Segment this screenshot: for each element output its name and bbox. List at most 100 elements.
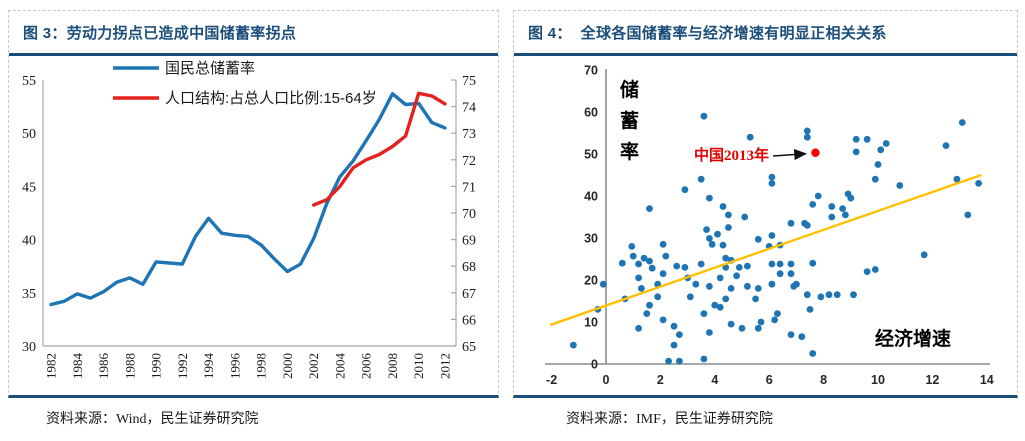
scatter-point xyxy=(958,119,966,126)
series-line-1 xyxy=(312,91,447,207)
scatter-point xyxy=(896,182,904,189)
scatter-point xyxy=(863,135,871,143)
x-tick-label: 2002 xyxy=(306,353,321,379)
right-y-tick-label: 67 xyxy=(462,287,476,302)
scatter-point xyxy=(692,280,700,288)
series-line-0 xyxy=(49,92,447,307)
scatter-point xyxy=(803,291,811,299)
x-tick-label: 2000 xyxy=(280,353,295,379)
x-tick-label: 1986 xyxy=(96,353,111,380)
x-tick-label: 2 xyxy=(657,373,664,387)
scatter-point xyxy=(809,259,817,267)
left-y-tick-label: 40 xyxy=(22,234,36,249)
scatter-point xyxy=(670,341,678,349)
scatter-point xyxy=(863,268,871,275)
right-y-tick-label: 68 xyxy=(462,260,476,275)
scatter-point xyxy=(635,274,642,282)
left-y-tick-label: 45 xyxy=(22,180,36,195)
scatter-point xyxy=(686,293,694,301)
scatter-point xyxy=(640,254,648,262)
scatter-point xyxy=(828,213,836,221)
scatter-point xyxy=(771,316,778,324)
figure-3-panel: 图 3：劳动力拐点已造成中国储蓄率拐点 30 35 40 45 50 55 65 66 67 68… xyxy=(8,10,499,398)
scatter-point xyxy=(676,331,683,338)
scatter-point xyxy=(768,173,776,181)
legend-label-1: 人口结构:占总人口比例:15-64岁 xyxy=(165,90,377,107)
scatter-point xyxy=(744,262,751,270)
x-tick-label: 1988 xyxy=(122,353,137,379)
scatter-point xyxy=(681,186,689,194)
x-tick-label: 2010 xyxy=(411,353,426,379)
figure-3-source: 资料来源：Wind，民生证券研究院 xyxy=(46,412,259,427)
x-tick-label: 2012 xyxy=(438,353,453,379)
scatter-point xyxy=(768,260,776,268)
x-tick-label: 1996 xyxy=(227,353,242,380)
scatter-point xyxy=(719,241,727,249)
right-y-tick-label: 69 xyxy=(462,234,476,249)
scatter-point xyxy=(882,140,890,147)
y-tick-label: 0 xyxy=(591,358,598,372)
x-tick-label: 2008 xyxy=(385,353,400,379)
scatter-point xyxy=(735,264,743,271)
scatter-point xyxy=(646,301,653,309)
scatter-point xyxy=(722,254,730,262)
scatter-point xyxy=(768,232,776,239)
scatter-point xyxy=(809,350,817,357)
scatter-point xyxy=(754,324,762,332)
scatter-point xyxy=(942,142,950,149)
scatter-point xyxy=(700,310,708,317)
scatter-point xyxy=(852,135,860,143)
scatter-point xyxy=(798,333,806,341)
scatter-point xyxy=(738,324,746,332)
scatter-point xyxy=(725,224,732,231)
scatter-point xyxy=(776,270,784,278)
scatter-point xyxy=(635,260,642,268)
scatter-point xyxy=(746,133,754,141)
y-tick-label: 60 xyxy=(584,106,598,120)
scatter-point xyxy=(754,235,762,243)
scatter-point xyxy=(635,324,642,332)
scatter-point xyxy=(643,310,651,317)
scatter-point xyxy=(676,357,683,365)
x-tick-label: 14 xyxy=(980,373,994,387)
figure-4-title: 图 4： 全球各国储蓄率与经济增速有明显正相关关系 xyxy=(514,11,1017,56)
right-y-tick-label: 65 xyxy=(462,340,476,355)
scatter-point xyxy=(703,226,710,234)
scatter-point xyxy=(787,260,795,268)
right-y-tick-label: 72 xyxy=(462,154,476,169)
scatter-point xyxy=(754,285,762,292)
left-y-tick-label: 30 xyxy=(22,340,36,355)
y-tick-label: 50 xyxy=(584,148,598,162)
x-tick-label: 1990 xyxy=(149,353,164,379)
scatter-point xyxy=(716,274,724,282)
scatter-point xyxy=(768,280,776,288)
scatter-point xyxy=(975,180,982,187)
figure-3-axes: 30 35 40 45 50 55 65 66 67 68 69 70 71 72 73 74 75 1982 19… xyxy=(22,74,476,379)
scatter-point xyxy=(752,295,759,303)
scatter-point xyxy=(852,148,860,156)
scatter-point xyxy=(727,320,735,328)
scatter-point xyxy=(638,285,645,292)
scatter-point xyxy=(871,266,879,273)
scatter-point xyxy=(706,194,713,202)
legend-label-0: 国民总储蓄率 xyxy=(165,60,255,77)
scatter-point xyxy=(646,205,653,213)
x-tick-label: 10 xyxy=(871,373,885,387)
scatter-point xyxy=(670,322,678,330)
scatter-point xyxy=(727,285,735,292)
figure-4-source: 资料来源：IMF，民生证券研究院 xyxy=(566,412,773,427)
scatter-point xyxy=(659,240,667,248)
scatter-point xyxy=(706,282,713,290)
scatter-point xyxy=(874,161,882,168)
scatter-point xyxy=(842,211,849,219)
y-tick-label: 70 xyxy=(584,64,598,78)
scatter-point xyxy=(809,201,817,208)
scatter-point xyxy=(741,213,749,221)
scatter-point xyxy=(953,175,961,183)
scatter-point xyxy=(711,301,719,309)
y-tick-label: 30 xyxy=(584,232,598,246)
scatter-point xyxy=(847,194,855,202)
scatter-point xyxy=(659,270,667,278)
x-tick-label: 1994 xyxy=(201,353,216,380)
